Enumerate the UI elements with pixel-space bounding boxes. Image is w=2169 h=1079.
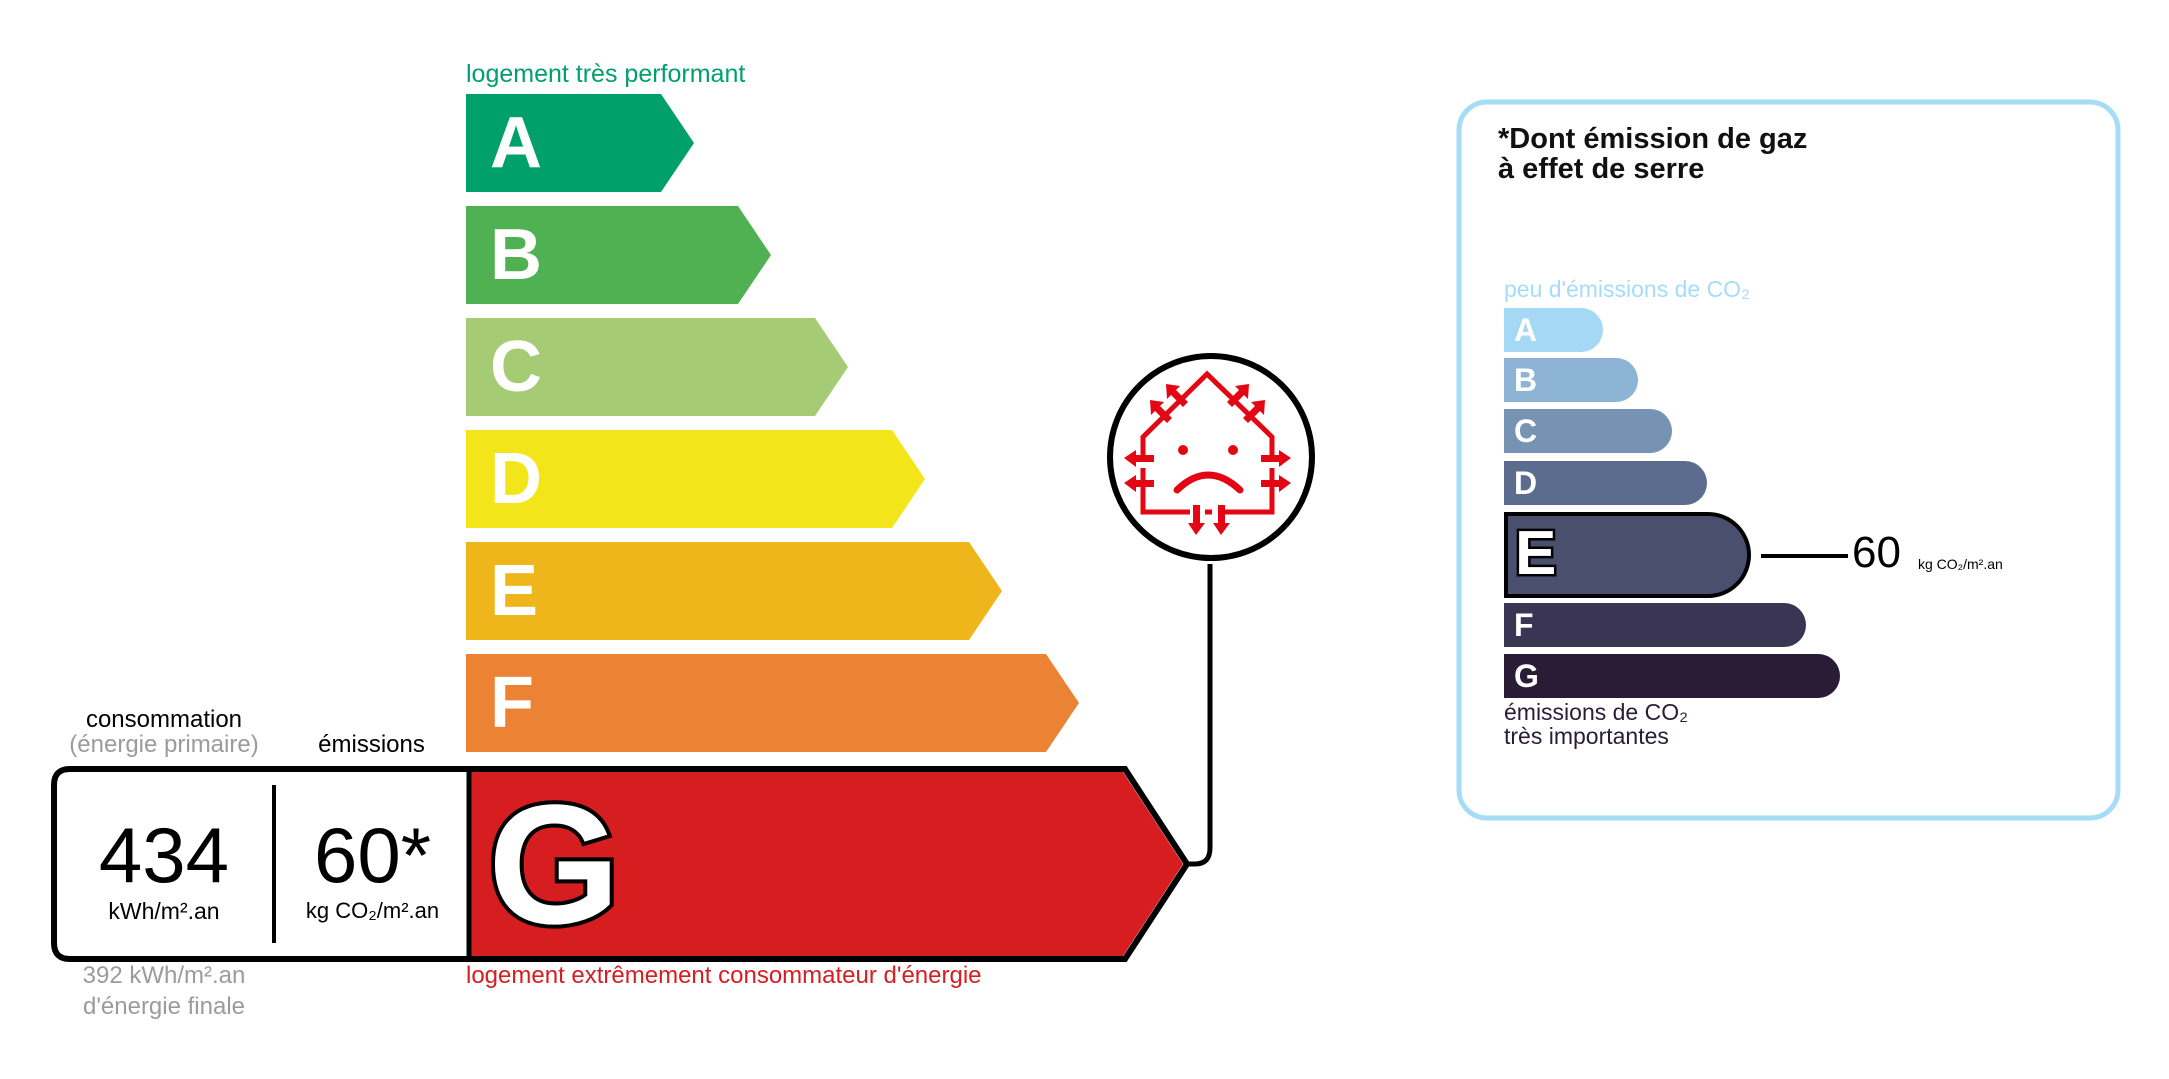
ges-letter-c: C <box>1514 413 1538 449</box>
energy-letter-e: E <box>490 551 539 631</box>
ges-top-label: peu d'émissions de CO₂ <box>1504 276 1750 302</box>
energy-letter-a: A <box>490 103 542 183</box>
energy-bar-b <box>466 206 771 304</box>
ges-letter-d: D <box>1514 465 1538 501</box>
ges-title-line2: à effet de serre <box>1498 153 1705 185</box>
ges-bottom-label-line1: émissions de CO₂ <box>1504 699 1689 725</box>
energy-bar-e <box>466 542 1002 640</box>
ges-letter-a: A <box>1514 312 1538 348</box>
energy-top-label: logement très performant <box>466 60 746 88</box>
current-energy-class: G <box>484 770 624 960</box>
ges-bar-g <box>1504 654 1840 698</box>
ges-bar-c <box>1504 409 1672 453</box>
ges-bar-b <box>1504 358 1638 402</box>
final-energy-value: 392 kWh/m².an <box>82 962 246 989</box>
ges-bar-d <box>1504 461 1707 505</box>
energy-bar-c <box>466 318 848 416</box>
ges-value: 60 <box>1852 528 1901 577</box>
energy-bar-f <box>466 654 1079 752</box>
energy-bar-d <box>466 430 925 528</box>
energy-letter-c: C <box>490 327 542 407</box>
ges-letter-f: F <box>1514 607 1534 643</box>
emissions-header: émissions <box>318 731 425 758</box>
consumption-unit: kWh/m².an <box>108 898 220 924</box>
final-energy-label: d'énergie finale <box>82 993 246 1020</box>
ges-bar-e <box>1504 512 1751 598</box>
ges-letter-g: G <box>1514 658 1539 694</box>
ges-bottom-label-line2: très importantes <box>1504 723 1669 749</box>
sad-house-heat-loss-icon <box>1124 370 1291 535</box>
emissions-value: 60* <box>313 811 432 899</box>
energy-letter-d: D <box>490 439 542 519</box>
consumption-subheader: (énergie primaire) <box>69 731 259 758</box>
energy-bar-g <box>469 772 1183 956</box>
energy-letter-b: B <box>490 215 542 295</box>
ges-title-line1: *Dont émission de gaz <box>1498 123 1808 155</box>
ges-bar-f <box>1504 603 1806 647</box>
icon-connector <box>1187 564 1213 867</box>
consumption-header: consommation <box>85 706 243 733</box>
ges-letter-b: B <box>1514 362 1538 398</box>
ges-bar-a <box>1504 308 1603 352</box>
current-ges-class: E <box>1512 517 1558 591</box>
energy-bar-a <box>466 94 694 192</box>
energy-bottom-label: logement extrêmement consommateur d'éner… <box>466 962 982 989</box>
consumption-value: 434 <box>98 811 230 899</box>
ges-unit: kg CO₂/m².an <box>1918 556 2003 572</box>
energy-letter-f: F <box>490 663 534 743</box>
emissions-unit: kg CO₂/m².an <box>305 898 440 923</box>
